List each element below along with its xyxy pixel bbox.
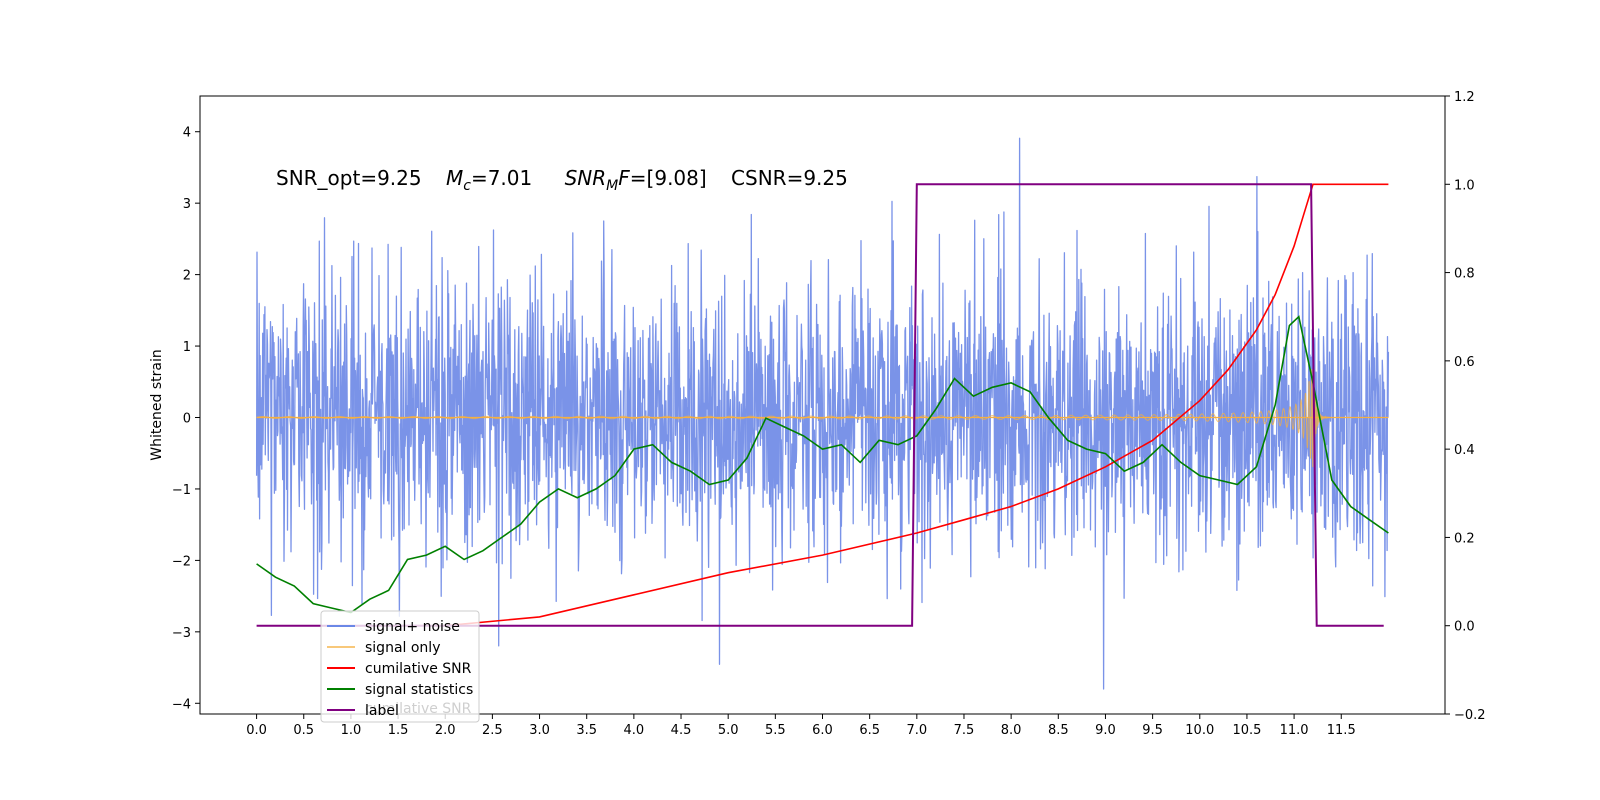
y-axis-right: −0.2 0.0 0.2 0.4 0.6 0.8 1.0 1.2 — [1445, 90, 1486, 723]
x-tick-label: 8.5 — [1048, 723, 1069, 738]
x-tick-label: 4.5 — [671, 723, 692, 738]
y-axis-left: −4 −3 −2 −1 0 1 2 3 4 — [172, 126, 200, 712]
x-tick-label: 11.5 — [1327, 723, 1356, 738]
y-right-tick-label: 0.0 — [1454, 620, 1475, 635]
y-left-tick-label: 0 — [183, 412, 191, 427]
mc-subscript: c — [463, 178, 471, 194]
y-left-tick-label: 4 — [183, 126, 191, 141]
x-tick-label: 7.0 — [906, 723, 927, 738]
snr-opt-text: SNR_opt=9.25 — [276, 166, 422, 190]
y-right-tick-label: 1.0 — [1454, 178, 1475, 193]
x-tick-label: 3.0 — [529, 723, 550, 738]
y-left-tick-label: 2 — [183, 269, 191, 284]
csnr-text: CSNR=9.25 — [731, 166, 848, 190]
x-tick-label: 2.5 — [482, 723, 503, 738]
legend-label-label: label — [365, 703, 399, 719]
metrics-annotation: SNR_opt=9.25 Mc=7.01 SNRMF=[9.08] CSNR=9… — [276, 166, 848, 194]
y-right-tick-label: 0.4 — [1454, 443, 1475, 458]
x-tick-label: 6.0 — [812, 723, 833, 738]
legend-label-cumilative-snr: cumilative SNR — [365, 661, 472, 677]
x-tick-label: 5.0 — [718, 723, 739, 738]
x-tick-label: 1.5 — [388, 723, 409, 738]
x-tick-label: 2.0 — [435, 723, 456, 738]
mc-value: =7.01 — [471, 166, 532, 190]
y-left-tick-label: −1 — [172, 483, 191, 498]
y-right-tick-label: 0.6 — [1454, 355, 1475, 370]
x-axis: 0.0 0.5 1.0 1.5 2.0 2.5 3.0 3.5 4.0 4.5 5.0 5.5 6.0 6… — [246, 714, 1356, 738]
x-tick-label: 8.0 — [1001, 723, 1022, 738]
x-tick-label: 0.5 — [293, 723, 314, 738]
series-signal-plus-noise — [255, 137, 1390, 690]
x-tick-label: 7.5 — [954, 723, 975, 738]
legend: cumilative SNR signal+ noise signal only c… — [320, 610, 480, 723]
mc-symbol: M — [446, 166, 463, 190]
y-left-tick-label: 3 — [183, 197, 191, 212]
y-left-tick-label: −3 — [172, 626, 191, 641]
y-left-tick-label: 1 — [183, 340, 191, 355]
y-right-tick-label: 0.8 — [1454, 267, 1475, 282]
series-label — [256, 183, 1384, 627]
y-left-tick-label: −4 — [172, 697, 191, 712]
y-left-tick-label: −2 — [172, 554, 191, 569]
y-right-tick-label: 0.2 — [1454, 531, 1475, 546]
y-right-tick-label: −0.2 — [1454, 708, 1486, 723]
y-right-tick-label: 1.2 — [1454, 90, 1475, 105]
snrmf-f: F — [618, 166, 630, 190]
x-tick-label: 0.0 — [246, 723, 267, 738]
x-tick-label: 4.0 — [624, 723, 645, 738]
snrmf-subscript: M — [606, 178, 618, 194]
legend-box — [320, 610, 480, 723]
x-tick-label: 10.5 — [1232, 723, 1261, 738]
x-tick-label: 9.0 — [1095, 723, 1116, 738]
plot-area — [255, 137, 1390, 690]
legend-label-signal-only: signal only — [365, 640, 440, 656]
legend-label-signal-statistics: signal statistics — [365, 682, 473, 698]
legend-label-signal-noise: signal+ noise — [365, 619, 460, 635]
legend-ghost-text: cumilative SNR — [365, 701, 472, 717]
x-tick-label: 6.5 — [859, 723, 880, 738]
x-tick-label: 3.5 — [576, 723, 597, 738]
x-tick-label: 9.5 — [1142, 723, 1163, 738]
series-cumulative-snr — [398, 183, 1389, 627]
series-signal-statistics — [256, 315, 1389, 614]
x-tick-label: 1.0 — [341, 723, 362, 738]
snrmf-value: =[9.08] — [630, 166, 707, 190]
y-axis-label: Whitened strain — [149, 349, 165, 460]
x-tick-label: 5.5 — [765, 723, 786, 738]
x-tick-label: 11.0 — [1280, 723, 1309, 738]
snrmf-symbol: SNR — [565, 166, 607, 190]
x-tick-label: 10.0 — [1185, 723, 1214, 738]
